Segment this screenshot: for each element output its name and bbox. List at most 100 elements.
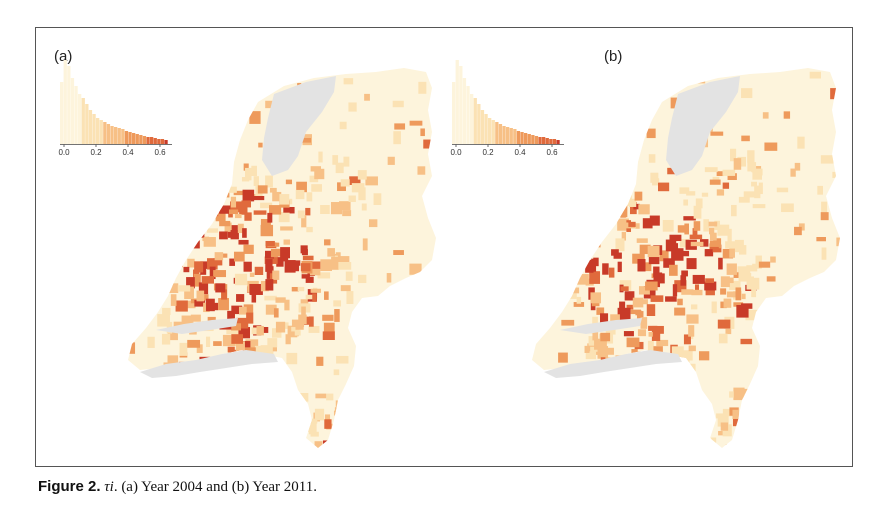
municipality-tile — [666, 369, 680, 382]
municipality-tile — [737, 156, 746, 167]
histogram-bar — [103, 122, 107, 144]
municipality-tile — [720, 422, 729, 431]
municipality-tile — [187, 376, 194, 386]
municipality-tile — [210, 175, 221, 183]
map-svg: 0.0 0.2 0.4 0.6 — [58, 60, 441, 461]
histogram-bar — [455, 60, 459, 144]
municipality-tile — [168, 397, 178, 405]
water-area — [560, 318, 642, 334]
municipality-tile — [310, 288, 321, 293]
municipality-tile — [722, 248, 734, 259]
municipality-tile — [256, 325, 264, 336]
municipality-tile — [177, 285, 191, 292]
municipality-tile — [295, 189, 305, 200]
histogram-bar — [128, 132, 132, 144]
municipality-tile — [284, 299, 290, 311]
municipality-tile — [220, 168, 233, 173]
municipality-tile — [686, 191, 696, 196]
municipality-tile — [181, 315, 194, 326]
municipality-tile — [324, 447, 329, 448]
municipality-tile — [692, 274, 705, 284]
municipality-tile — [133, 121, 145, 133]
water-area — [140, 350, 278, 378]
municipality-tile — [365, 176, 378, 186]
netherlands-map — [532, 68, 840, 448]
municipality-tile — [297, 392, 309, 402]
municipality-tile — [369, 335, 377, 343]
municipality-tile — [639, 244, 651, 255]
histogram-bar — [63, 60, 67, 144]
municipality-tile — [196, 290, 205, 302]
municipality-tile — [590, 292, 602, 304]
municipality-tile — [407, 403, 421, 417]
municipality-tile — [340, 256, 350, 264]
municipality-tile — [340, 285, 351, 292]
municipality-tile — [709, 240, 721, 247]
municipality-tile — [386, 273, 392, 283]
municipality-tile — [333, 300, 342, 307]
municipality-tile — [572, 384, 583, 396]
municipality-tile — [180, 186, 187, 199]
municipality-tile — [203, 237, 216, 247]
municipality-tile — [224, 222, 232, 232]
municipality-tile — [152, 399, 165, 407]
municipality-tile — [170, 294, 177, 306]
municipality-tile — [204, 294, 209, 301]
municipality-tile — [376, 332, 382, 343]
municipality-tile — [716, 189, 725, 196]
municipality-tile — [257, 185, 268, 194]
municipality-tile — [705, 278, 715, 283]
municipality-tile — [311, 184, 322, 192]
municipality-tile — [260, 280, 269, 292]
histogram-bar — [99, 120, 103, 144]
municipality-tile — [674, 307, 686, 316]
municipality-tile — [301, 274, 310, 279]
municipality-tile — [722, 408, 734, 417]
municipality-tile — [269, 205, 282, 215]
municipality-tile — [703, 219, 710, 232]
municipality-tile — [373, 193, 382, 206]
municipality-tile — [679, 239, 689, 248]
municipality-tile — [611, 249, 619, 256]
municipality-tile — [225, 383, 235, 392]
municipality-tile — [817, 185, 823, 195]
municipality-tile — [704, 281, 717, 291]
municipality-tile — [243, 163, 249, 171]
municipality-tile — [622, 195, 632, 207]
municipality-tile — [577, 168, 588, 181]
municipality-tile — [283, 206, 295, 214]
municipality-tile — [597, 346, 609, 359]
municipality-tile — [209, 266, 216, 280]
municipality-tile — [219, 205, 231, 214]
municipality-tile — [762, 112, 769, 119]
municipality-tile — [663, 258, 675, 268]
municipality-tile — [201, 387, 210, 395]
municipality-tile — [732, 409, 739, 419]
municipality-tile — [206, 228, 218, 233]
municipality-tile — [623, 392, 631, 399]
municipality-tile — [731, 204, 737, 217]
municipality-tile — [435, 449, 441, 461]
municipality-tile — [247, 416, 255, 429]
municipality-tile — [190, 227, 196, 240]
municipality-tile — [622, 410, 632, 422]
municipality-tile — [128, 381, 138, 390]
municipality-tile — [621, 404, 631, 411]
municipality-tile — [778, 344, 786, 350]
histogram-bar — [459, 66, 463, 144]
municipality-tile — [393, 131, 401, 145]
municipality-tile — [324, 414, 331, 422]
map-svg: 0.0 0.2 0.4 0.6 — [450, 60, 840, 448]
municipality-tile — [201, 378, 213, 389]
municipality-tile — [417, 166, 426, 175]
municipality-tile — [778, 335, 788, 344]
municipality-tile — [178, 191, 189, 203]
histogram-bar — [502, 126, 506, 144]
municipality-tile — [306, 226, 313, 233]
municipality-tile — [656, 339, 669, 347]
municipality-tile — [353, 426, 365, 431]
municipality-tile — [343, 78, 354, 85]
municipality-tile — [689, 234, 703, 240]
municipality-tile — [213, 341, 222, 346]
municipality-tile — [253, 176, 260, 187]
